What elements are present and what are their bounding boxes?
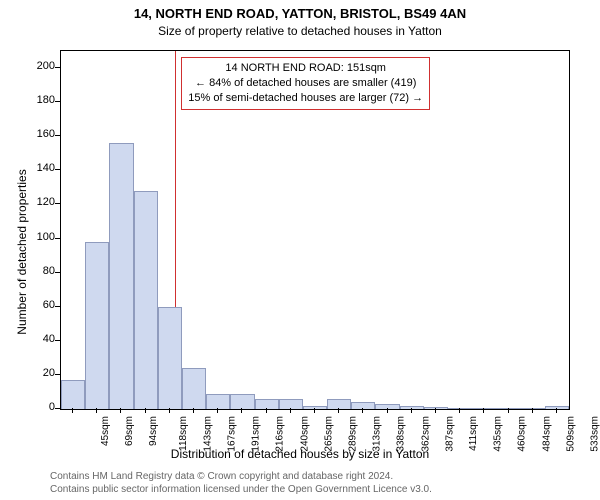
plot-area: 14 NORTH END ROAD: 151sqm ← 84% of detac… <box>60 50 570 410</box>
x-tick-label: 143sqm <box>202 416 213 452</box>
x-tick-label: 313sqm <box>372 416 383 452</box>
y-tick-label: 120 <box>25 196 55 208</box>
histogram-bar <box>85 242 109 409</box>
histogram-bar <box>545 406 569 409</box>
histogram-bar <box>158 307 182 409</box>
x-tick-label: 240sqm <box>299 416 310 452</box>
chart-title: 14, NORTH END ROAD, YATTON, BRISTOL, BS4… <box>0 6 600 21</box>
annotation-line-1: 14 NORTH END ROAD: 151sqm <box>188 61 423 76</box>
chart-subtitle: Size of property relative to detached ho… <box>0 24 600 38</box>
y-tick-label: 100 <box>25 231 55 243</box>
x-tick-label: 191sqm <box>251 416 262 452</box>
x-tick-label: 460sqm <box>517 416 528 452</box>
histogram-bar <box>279 399 303 409</box>
histogram-bar <box>496 408 520 409</box>
y-tick-label: 0 <box>25 401 55 413</box>
annotation-line-2: ← 84% of detached houses are smaller (41… <box>188 76 423 91</box>
x-tick-label: 69sqm <box>124 416 135 446</box>
histogram-bar <box>375 404 399 409</box>
histogram-bar <box>255 399 279 409</box>
histogram-bar <box>109 143 133 409</box>
histogram-bar <box>206 394 230 409</box>
x-tick-label: 118sqm <box>178 416 189 451</box>
x-tick-label: 289sqm <box>348 416 359 452</box>
y-tick-label: 200 <box>25 60 55 72</box>
histogram-bar <box>400 406 424 409</box>
x-tick-label: 45sqm <box>100 416 111 446</box>
histogram-bar <box>61 380 85 409</box>
x-tick-label: 338sqm <box>396 416 407 452</box>
x-tick-label: 411sqm <box>468 416 479 451</box>
histogram-bar <box>327 399 351 409</box>
x-tick-label: 435sqm <box>493 416 504 452</box>
histogram-bar <box>230 394 254 409</box>
x-tick-label: 387sqm <box>444 416 455 452</box>
y-axis-label: Number of detached properties <box>15 152 29 352</box>
histogram-bar <box>134 191 158 409</box>
y-tick-label: 180 <box>25 94 55 106</box>
x-tick-label: 265sqm <box>323 416 334 452</box>
x-tick-label: 362sqm <box>420 416 431 452</box>
y-tick-label: 20 <box>25 367 55 379</box>
x-tick-label: 167sqm <box>227 416 238 452</box>
y-tick-label: 140 <box>25 162 55 174</box>
y-tick-label: 60 <box>25 299 55 311</box>
y-tick-label: 160 <box>25 128 55 140</box>
license-text: Contains public sector information licen… <box>50 484 432 495</box>
histogram-bar <box>424 407 448 409</box>
y-tick-label: 40 <box>25 333 55 345</box>
annotation-line-3: 15% of semi-detached houses are larger (… <box>188 91 423 106</box>
annotation-box: 14 NORTH END ROAD: 151sqm ← 84% of detac… <box>181 57 430 110</box>
credit-text: Contains HM Land Registry data © Crown c… <box>50 471 393 482</box>
x-tick-label: 216sqm <box>275 416 286 452</box>
histogram-bar <box>472 408 496 409</box>
y-tick-label: 80 <box>25 265 55 277</box>
x-tick-label: 484sqm <box>541 416 552 452</box>
x-tick-label: 533sqm <box>589 416 600 452</box>
x-tick-label: 94sqm <box>148 416 159 446</box>
histogram-bar <box>351 402 375 409</box>
histogram-bar <box>521 408 545 409</box>
x-tick-label: 509sqm <box>565 416 576 452</box>
histogram-bar <box>182 368 206 409</box>
histogram-bar <box>448 408 472 409</box>
